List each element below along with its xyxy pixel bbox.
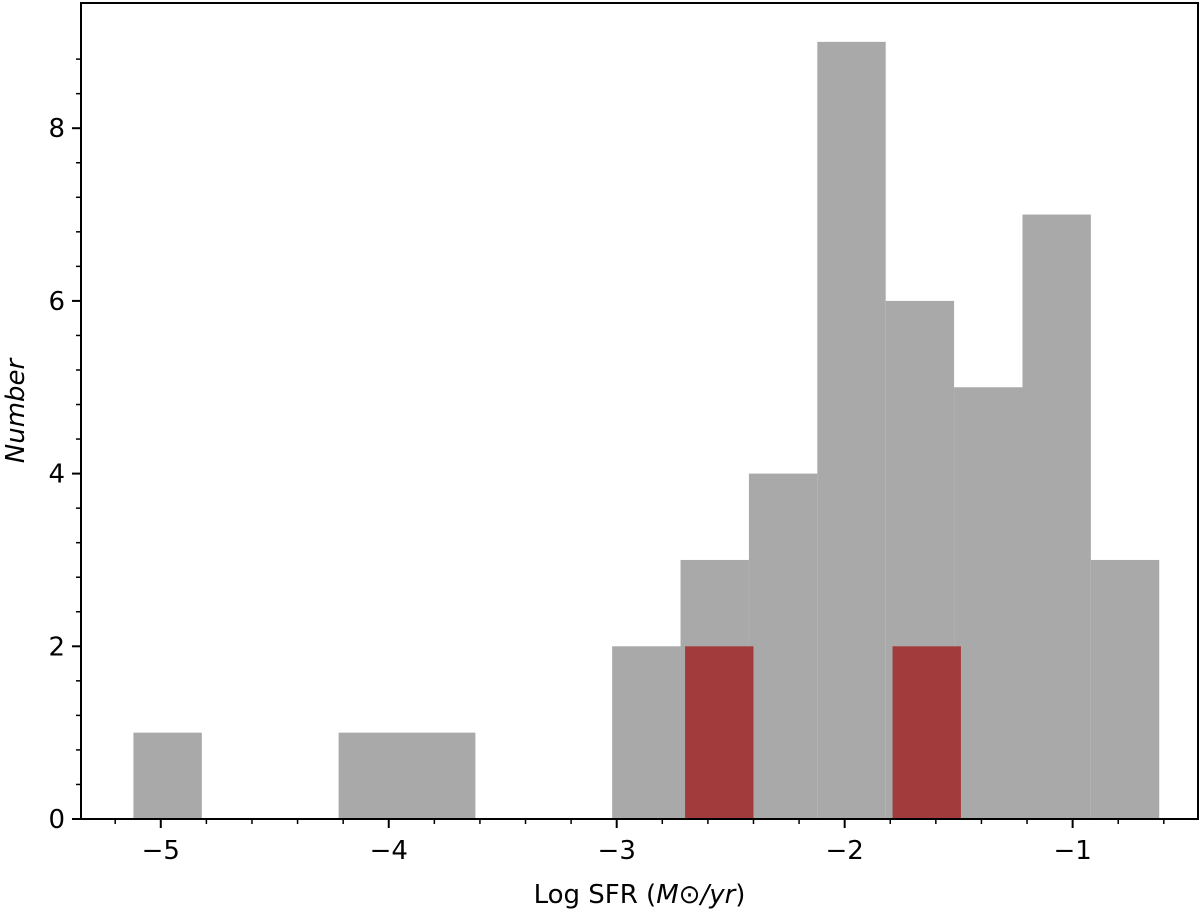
x-tick-label: −4 bbox=[370, 836, 408, 866]
y-tick-label: 0 bbox=[48, 805, 65, 835]
plot-frame bbox=[80, 2, 1199, 820]
x-axis-label: Log SFR (M⊙/yr) bbox=[534, 880, 746, 910]
grey-bar-8 bbox=[954, 387, 1023, 819]
y-tick-label: 4 bbox=[48, 460, 65, 490]
grey-bars bbox=[133, 41, 1160, 820]
grey-bar-6 bbox=[817, 41, 886, 820]
x-axis-ticks: −5 −4 −3 −2 −1 bbox=[114, 819, 1165, 866]
y-axis-label: Number bbox=[1, 356, 31, 463]
grey-bar-0 bbox=[133, 732, 202, 819]
y-axis-ticks: 0 2 4 6 8 bbox=[48, 58, 81, 835]
grey-bar-9 bbox=[1022, 214, 1091, 820]
grey-bar-5 bbox=[748, 473, 818, 819]
x-tick-label: −2 bbox=[825, 836, 863, 866]
x-tick-label: −1 bbox=[1053, 836, 1091, 866]
red-bar-1 bbox=[892, 646, 961, 819]
grey-bar-1 bbox=[338, 732, 407, 819]
grey-bar-3 bbox=[612, 646, 681, 819]
grey-bar-2 bbox=[406, 732, 476, 819]
y-tick-label: 6 bbox=[48, 287, 65, 317]
x-tick-label: −5 bbox=[142, 836, 180, 866]
y-tick-label: 2 bbox=[48, 632, 65, 662]
y-tick-label: 8 bbox=[48, 114, 65, 144]
x-tick-label: −3 bbox=[598, 836, 636, 866]
grey-bar-10 bbox=[1090, 559, 1160, 819]
red-bar-0 bbox=[685, 646, 754, 819]
red-bars bbox=[685, 646, 961, 819]
